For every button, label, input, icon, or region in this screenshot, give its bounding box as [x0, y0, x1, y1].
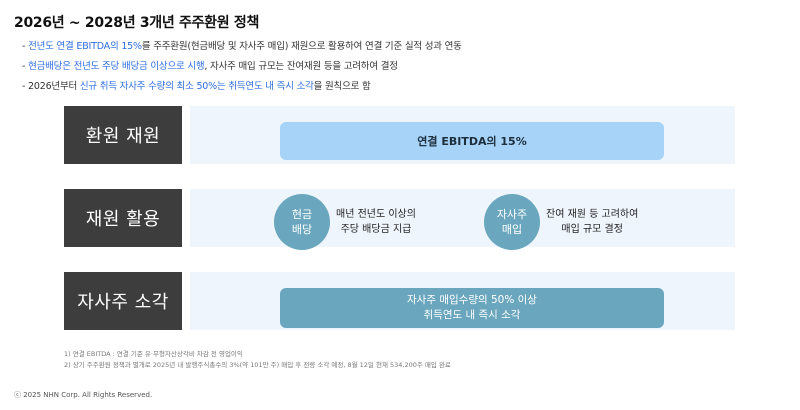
- cash-dividend-desc: 매년 전년도 이상의 주당 배당금 지급: [336, 209, 416, 235]
- footnotes: 1) 연결 EBITDA : 연결 기준 유·무형자산상각비 차감 전 영업이익…: [64, 349, 451, 371]
- copyright: ⓒ 2025 NHN Corp. All Rights Reserved.: [14, 391, 153, 399]
- policy-bullets: - 전년도 연결 EBITDA의 15%를 주주환원(현금배당 및 자사주 매입…: [22, 37, 462, 97]
- bullet-item: - 현금배당은 전년도 주당 배당금 이상으로 시행, 자사주 매입 규모는 잔…: [22, 61, 398, 72]
- bullet-item: - 전년도 연결 EBITDA의 15%를 주주환원(현금배당 및 자사주 매입…: [22, 41, 462, 52]
- cancel-value-pill: 자사주 매입수량의 50% 이상 취득연도 내 즉시 소각: [280, 288, 664, 328]
- buyback-circle: 자사주 매입: [484, 194, 540, 250]
- page-title: 2026년 ~ 2028년 3개년 주주환원 정책: [14, 15, 260, 31]
- source-value-pill: 연결 EBITDA의 15%: [280, 122, 664, 160]
- bullet-highlight: 신규 취득 자사주 수량의 최소 50%는 취득연도 내 즉시 소각: [79, 81, 314, 92]
- row-label-usage: 재원 활용: [64, 189, 182, 247]
- footnote-item: 2) 상기 주주환원 정책과 별개로 2025년 내 발행주식총수의 3%(약 …: [64, 361, 451, 369]
- bullet-highlight: 전년도 연결 EBITDA의 15%: [28, 41, 142, 52]
- row-panel-usage: [190, 189, 735, 247]
- row-label-cancel: 자사주 소각: [64, 272, 182, 330]
- bullet-item: - 2026년부터 신규 취득 자사주 수량의 최소 50%는 취득연도 내 즉…: [22, 81, 371, 92]
- row-label-source: 환원 재원: [64, 106, 182, 164]
- bullet-highlight: 현금배당은 전년도 주당 배당금 이상으로 시행: [28, 61, 205, 72]
- buyback-desc: 잔여 재원 등 고려하여 매입 규모 결정: [546, 209, 639, 235]
- footnote-item: 1) 연결 EBITDA : 연결 기준 유·무형자산상각비 차감 전 영업이익: [64, 350, 243, 358]
- cash-dividend-circle: 현금 배당: [274, 194, 330, 250]
